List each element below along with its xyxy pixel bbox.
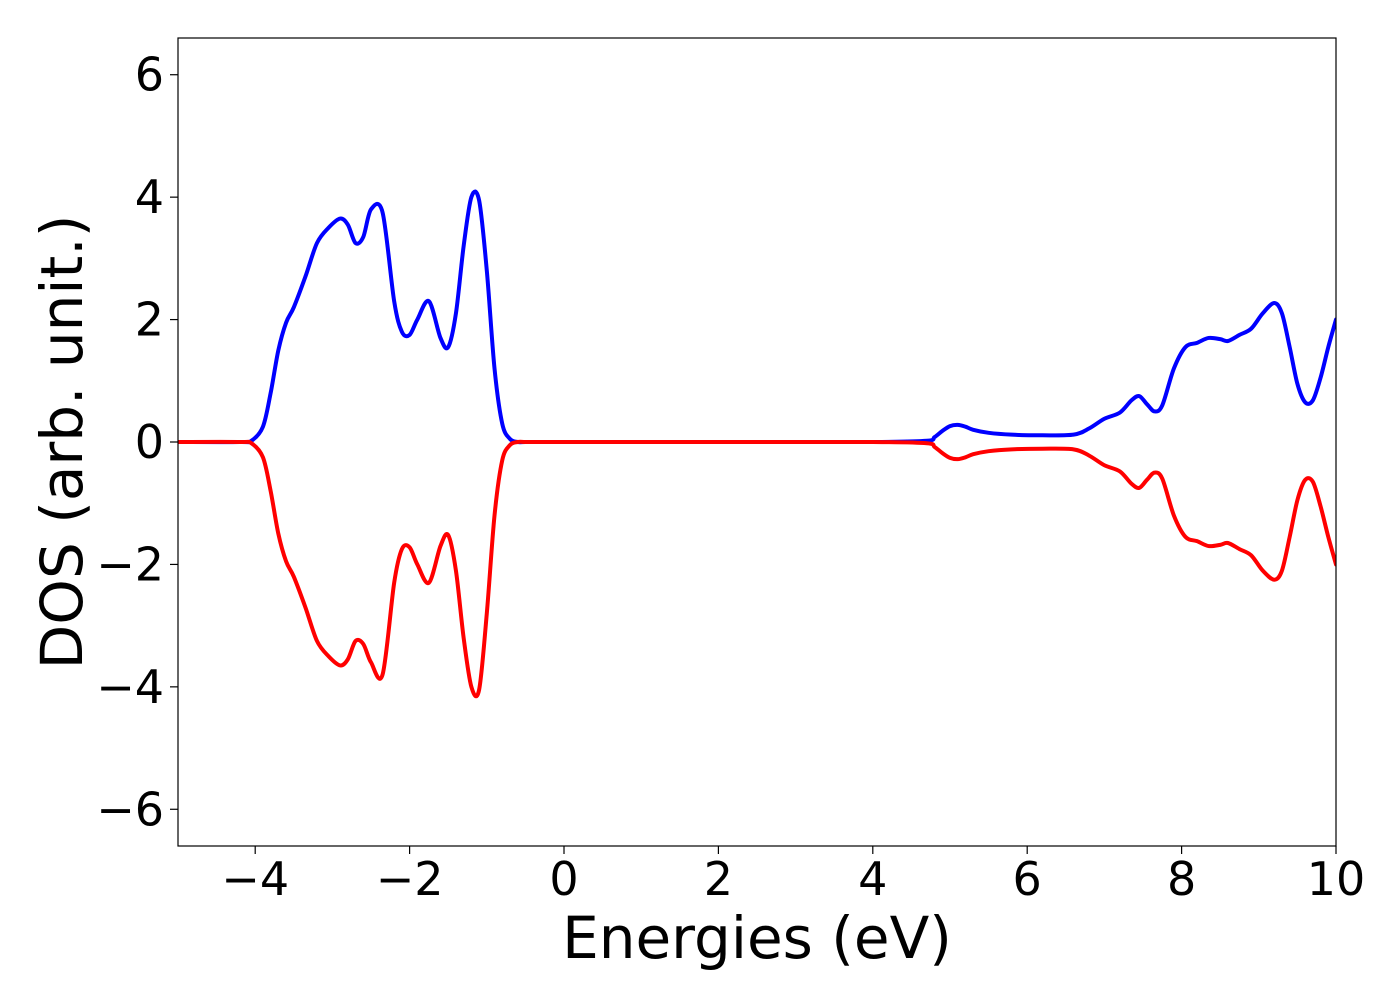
- series-layer: [178, 189, 1336, 699]
- series-line-0: [178, 189, 1336, 445]
- y-axis-label: DOS (arb. unit.): [28, 215, 96, 670]
- x-tick-label: −4: [221, 852, 289, 906]
- x-axis-label: Energies (eV): [562, 904, 952, 972]
- x-tick-label: 10: [1307, 852, 1366, 906]
- y-tick-label: 6: [135, 48, 164, 102]
- y-tick-label: 0: [135, 415, 164, 469]
- y-tick-label: −6: [96, 782, 164, 836]
- y-tick-label: 4: [135, 170, 164, 224]
- x-tick-label: 4: [858, 852, 887, 906]
- x-tick-label: 2: [704, 852, 733, 906]
- x-tick-label: 0: [549, 852, 578, 906]
- x-tick-label: 6: [1013, 852, 1042, 906]
- y-axis-ticks: −6 −4 −2 0 2 4 6: [96, 48, 178, 836]
- y-tick-label: 2: [135, 293, 164, 347]
- y-tick-label: −4: [96, 660, 164, 714]
- x-axis-ticks: −4 −2 0 2 4 6 8 10: [221, 846, 1365, 906]
- series-line-1: [178, 439, 1336, 699]
- x-tick-label: −2: [376, 852, 444, 906]
- y-tick-label: −2: [96, 537, 164, 591]
- x-tick-label: 8: [1167, 852, 1196, 906]
